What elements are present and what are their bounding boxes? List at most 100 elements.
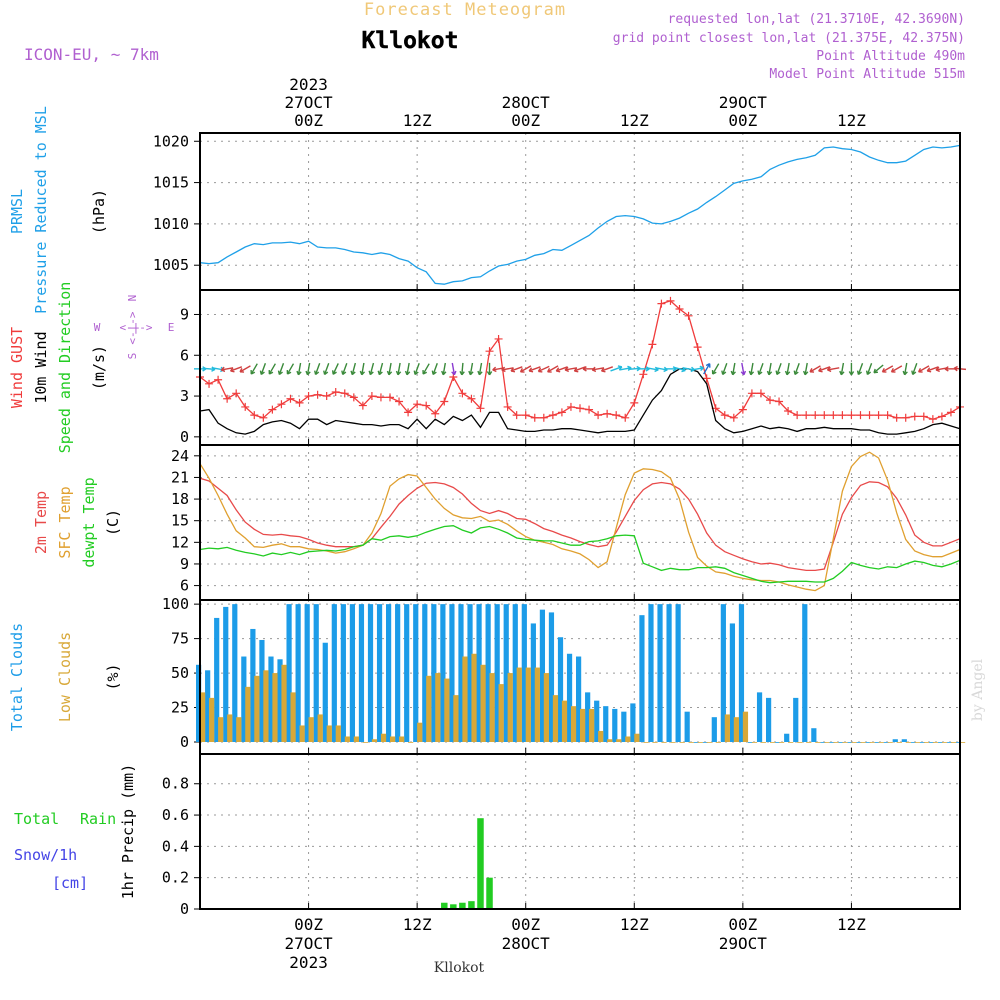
gust-marker bbox=[521, 411, 530, 420]
gust-marker bbox=[576, 404, 584, 413]
wind-arrow-head bbox=[856, 370, 863, 376]
wind-direction-arrow bbox=[574, 366, 586, 372]
wind-direction-arrow bbox=[703, 363, 711, 375]
wind-series-wind-gust bbox=[199, 300, 961, 420]
rain-bar bbox=[441, 902, 448, 909]
legend-snow: Snow/1h bbox=[14, 846, 77, 864]
low-cloud-bar bbox=[471, 653, 477, 742]
y-tick-label: 50 bbox=[171, 664, 189, 682]
wind-direction-arrow bbox=[776, 362, 782, 375]
gust-marker bbox=[331, 387, 340, 396]
total-cloud-bar bbox=[349, 604, 356, 742]
y-tick-label: 0 bbox=[180, 733, 189, 751]
wind-direction-arrow bbox=[297, 362, 302, 375]
wind-direction-arrow bbox=[840, 362, 845, 375]
total-cloud-bar bbox=[693, 742, 699, 743]
low-cloud-bar bbox=[245, 686, 251, 742]
y-tick-label: 9 bbox=[180, 555, 189, 573]
wind-direction-arrow bbox=[556, 366, 568, 372]
wind-arrow-head bbox=[865, 370, 872, 376]
gust-marker bbox=[811, 411, 820, 420]
wind-direction-arrow bbox=[891, 365, 903, 373]
wind-direction-arrow bbox=[619, 367, 632, 371]
model-label: ICON-EU, ~ 7km bbox=[24, 45, 159, 64]
total-cloud-bar bbox=[937, 742, 944, 743]
wind-direction-arrow bbox=[239, 365, 251, 373]
low-cloud-bar bbox=[733, 717, 740, 742]
low-cloud-bar bbox=[353, 736, 360, 742]
low-cloud-bar bbox=[200, 692, 206, 742]
gust-marker bbox=[458, 389, 467, 398]
y-tick-label: 6 bbox=[180, 346, 189, 364]
wind-direction-arrow bbox=[722, 362, 728, 375]
total-cloud-bar bbox=[585, 692, 591, 742]
gust-marker bbox=[829, 411, 838, 420]
gust-marker bbox=[928, 415, 937, 424]
low-cloud-bar bbox=[525, 667, 531, 742]
gust-marker bbox=[386, 393, 394, 402]
low-cloud-bar bbox=[209, 697, 215, 742]
low-cloud-bar bbox=[362, 742, 369, 743]
total-cloud-bar bbox=[612, 708, 618, 742]
low-cloud-bar bbox=[570, 706, 577, 742]
gust-marker bbox=[639, 370, 648, 379]
y-tick-label: 0.2 bbox=[162, 869, 189, 887]
wind-direction-arrow bbox=[397, 362, 401, 375]
y-tick-label: 24 bbox=[171, 447, 189, 465]
y-tick-label: 1005 bbox=[153, 256, 189, 274]
y-tick-label: 15 bbox=[171, 512, 189, 530]
total-cloud-bar bbox=[205, 670, 211, 742]
panel-label: Total Clouds bbox=[8, 623, 26, 731]
low-cloud-bar bbox=[254, 675, 260, 742]
wind-direction-arrow bbox=[673, 366, 686, 372]
low-cloud-bar bbox=[498, 684, 504, 742]
gust-marker bbox=[612, 411, 621, 420]
total-cloud-bar bbox=[793, 697, 799, 742]
y-tick-label: 0 bbox=[180, 428, 189, 446]
top-axis-label: 28OCT bbox=[502, 93, 551, 112]
wind-direction-arrow bbox=[912, 362, 918, 375]
total-cloud-bar bbox=[784, 733, 790, 742]
wind-arrow-head bbox=[547, 367, 552, 373]
wind-direction-arrow bbox=[818, 366, 831, 372]
top-axis-label: 2023 bbox=[289, 75, 328, 94]
meteogram-title: Forecast Meteogram bbox=[364, 0, 566, 20]
clouds-panel: 0 25 50 75 100 Total Clouds Low Clouds (%) bbox=[8, 595, 966, 755]
gust-marker bbox=[793, 411, 802, 420]
total-cloud-bar bbox=[711, 717, 717, 742]
wind-compass: N <-|-> S W <-|-> E bbox=[94, 295, 175, 360]
gust-marker bbox=[367, 392, 376, 401]
wind-arrow-head bbox=[519, 367, 525, 373]
total-cloud-bar bbox=[820, 742, 826, 743]
precip-panel: 0 0.2 0.4 0.6 0.8 1hr Precip (mm) bbox=[119, 753, 961, 918]
pressure-series-prmsl bbox=[199, 144, 961, 285]
wind-arrow-head bbox=[413, 370, 419, 376]
gust-marker bbox=[485, 347, 494, 356]
precip-legend: Total Rain Snow/1h [cm] bbox=[14, 810, 116, 892]
low-cloud-bar bbox=[670, 742, 676, 743]
low-cloud-bar bbox=[833, 742, 839, 743]
gust-marker bbox=[304, 392, 313, 401]
total-cloud-bar bbox=[892, 739, 898, 742]
total-cloud-bar bbox=[322, 642, 328, 742]
rain-bar bbox=[459, 902, 466, 909]
total-cloud-bar bbox=[250, 628, 256, 742]
gust-marker bbox=[548, 411, 557, 420]
wind-arrow-head bbox=[826, 366, 832, 373]
wind-direction-arrow bbox=[369, 362, 375, 375]
wind-series-10m-wind bbox=[199, 368, 961, 435]
wind-direction-arrow bbox=[827, 367, 840, 371]
low-cloud-bar bbox=[589, 708, 595, 742]
wind-direction-arrow bbox=[414, 362, 420, 375]
gust-marker bbox=[901, 413, 910, 422]
wind-arrow-head bbox=[793, 370, 799, 376]
total-cloud-bar bbox=[277, 659, 283, 742]
wind-arrow-head bbox=[486, 371, 493, 376]
gust-marker bbox=[802, 411, 811, 420]
rain-bar bbox=[450, 904, 457, 909]
total-cloud-bar bbox=[630, 703, 636, 742]
bottom-axis-label: 12Z bbox=[620, 915, 649, 934]
total-cloud-bar bbox=[576, 656, 582, 742]
